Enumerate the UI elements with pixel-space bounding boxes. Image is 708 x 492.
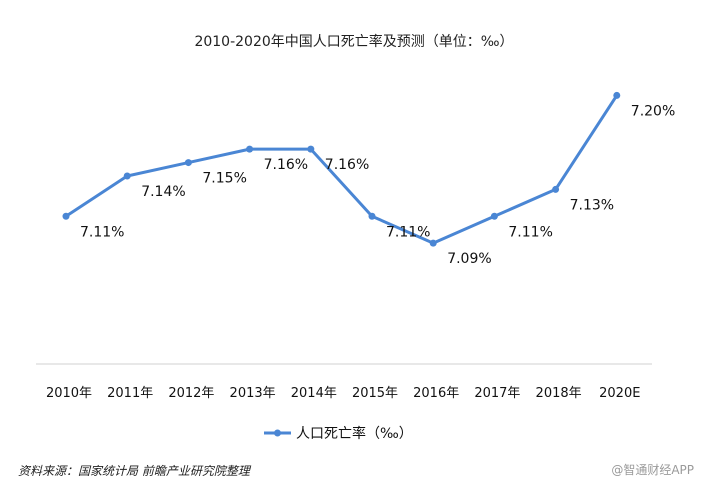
data-point (429, 239, 437, 247)
data-label: 7.11% (80, 224, 124, 240)
points-group (62, 91, 621, 247)
data-label: 7.16% (325, 157, 369, 173)
data-point (184, 159, 192, 167)
data-point (368, 212, 376, 220)
series-line (65, 94, 619, 245)
data-point (552, 185, 560, 193)
x-tick-label: 2013年 (230, 386, 276, 401)
data-labels-group: 7.11% 7.14% 7.15% 7.16% 7.16% 7.11% 7.09% 7.11%… (80, 103, 675, 267)
x-tick-label: 2014年 (291, 386, 337, 401)
data-label: 7.15% (202, 171, 246, 187)
x-tick-labels-group: 2010年 2011年 2012年 2013年 2014年 2015年 2016年 2017年… (46, 386, 641, 401)
data-point (490, 212, 498, 220)
legend-series-label: 人口死亡率（‰） (296, 425, 413, 442)
legend-marker-swatch (274, 429, 281, 437)
x-tick-label: 2011年 (107, 386, 153, 401)
x-tick-label: 2012年 (168, 386, 214, 401)
x-tick-label: 2015年 (352, 386, 398, 401)
data-label: 7.14% (141, 184, 185, 200)
x-tick-label: 2017年 (474, 386, 520, 401)
x-tick-label: 2016年 (413, 386, 459, 401)
legend: 人口死亡率（‰） (264, 425, 413, 442)
data-point (613, 91, 621, 99)
chart-title: 2010-2020年中国人口死亡率及预测（单位：‰） (194, 33, 513, 50)
x-tick-label: 2020E (599, 386, 640, 401)
data-label: 7.16% (264, 157, 308, 173)
data-label: 7.20% (631, 103, 675, 119)
series-group (65, 94, 619, 245)
data-label: 7.13% (570, 197, 614, 213)
data-point (123, 172, 131, 180)
data-label: 7.11% (386, 224, 430, 240)
watermark-text: @智通财经APP (611, 462, 694, 477)
data-point (307, 145, 315, 153)
source-note: 资料来源：国家统计局 前瞻产业研究院整理 (18, 464, 252, 478)
data-label: 7.09% (447, 251, 491, 267)
data-point (62, 212, 70, 220)
data-label: 7.11% (508, 224, 552, 240)
x-tick-label: 2018年 (536, 386, 582, 401)
data-point (246, 145, 254, 153)
x-tick-label: 2010年 (46, 386, 92, 401)
